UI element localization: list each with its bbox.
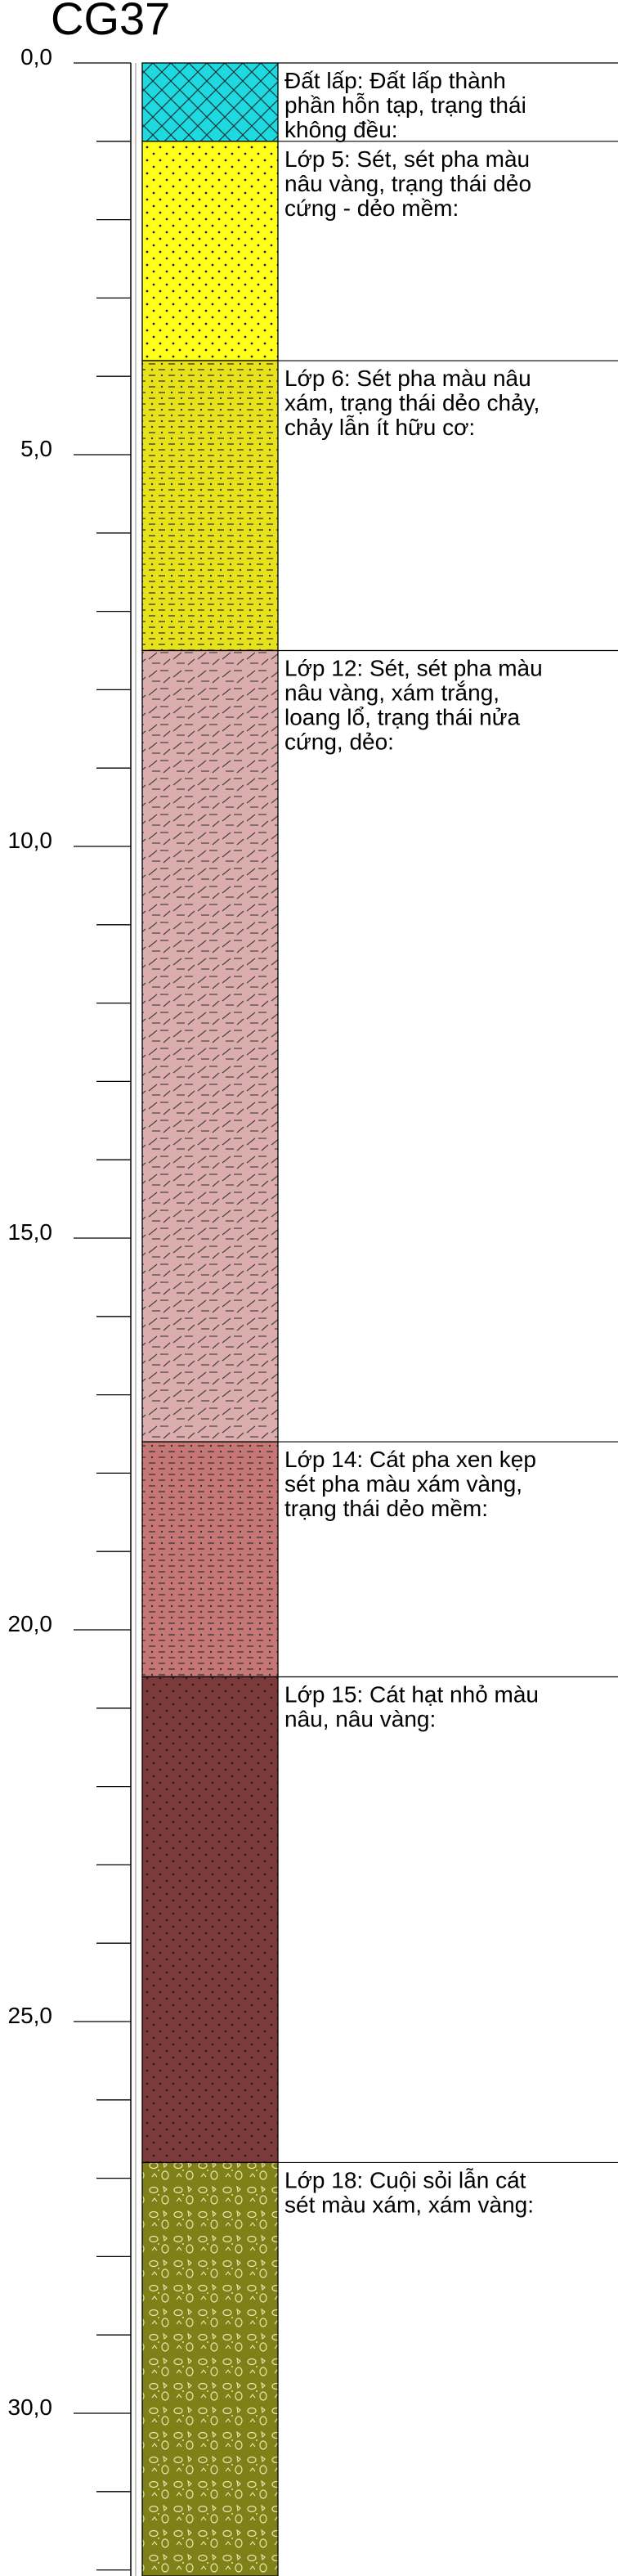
tick-label: 20,0 <box>8 1611 53 1636</box>
tick-label: 5,0 <box>20 436 52 461</box>
layer-description-line: Lớp 6: Sét pha màu nâu <box>284 366 531 391</box>
layer-description-line: cứng - dẻo mềm: <box>284 195 459 221</box>
layer-pattern <box>142 1442 278 1677</box>
layer-pattern <box>142 650 278 1443</box>
layer-description-line: Lớp 12: Sét, sét pha màu <box>284 656 543 681</box>
borehole-title: CG37 <box>51 0 170 44</box>
tick-label: 25,0 <box>8 2003 53 2028</box>
layer-description-line: nâu vàng, xám trắng, <box>284 680 499 706</box>
layer-description-line: Lớp 18: Cuội sỏi lẫn cát <box>284 2167 526 2192</box>
layer-pattern <box>142 1676 278 2163</box>
layer-description-line: chảy lẫn ít hữu cơ: <box>284 415 475 440</box>
layer-description-line: nâu vàng, trạng thái dẻo <box>284 171 531 196</box>
tick-label: 30,0 <box>8 2394 53 2420</box>
layer-column <box>141 62 279 2576</box>
layer-pattern <box>142 361 278 651</box>
layer-pattern <box>142 63 278 141</box>
layer-description-line: Lớp 5: Sét, sét pha màu <box>284 146 530 172</box>
layer-description-line: phần hỗn tạp, trạng thái <box>284 92 526 118</box>
layer-description-line: loang lổ, trạng thái nửa <box>284 705 520 730</box>
layer-description-line: cứng, dẻo: <box>284 729 394 755</box>
tick-label: 10,0 <box>8 828 53 853</box>
layer-description-line: Đất lấp: Đất lấp thành <box>284 68 506 93</box>
layer-pattern <box>142 141 278 361</box>
layer-description-line: xám, trạng thái dẻo chảy, <box>284 390 540 415</box>
layer-description-line: sét màu xám, xám vàng: <box>284 2192 534 2217</box>
layer-description-line: sét pha màu xám vàng, <box>284 1471 522 1497</box>
layer-description-line: Lớp 14: Cát pha xen kẹp <box>284 1447 536 1472</box>
tick-label: 0,0 <box>20 44 52 70</box>
layer-description-line: nâu, nâu vàng: <box>284 1706 436 1731</box>
layer-description-line: không đều: <box>284 117 398 142</box>
tick-label: 15,0 <box>8 1219 53 1245</box>
layer-pattern <box>142 2162 278 2576</box>
depth-axis: 0,0 5,0 10,0 15,0 20,0 25,0 30,0 <box>8 44 137 2576</box>
layer-description-line: Lớp 15: Cát hạt nhỏ màu <box>284 1681 539 1707</box>
layer-description-line: trạng thái dẻo mềm: <box>284 1496 488 1521</box>
